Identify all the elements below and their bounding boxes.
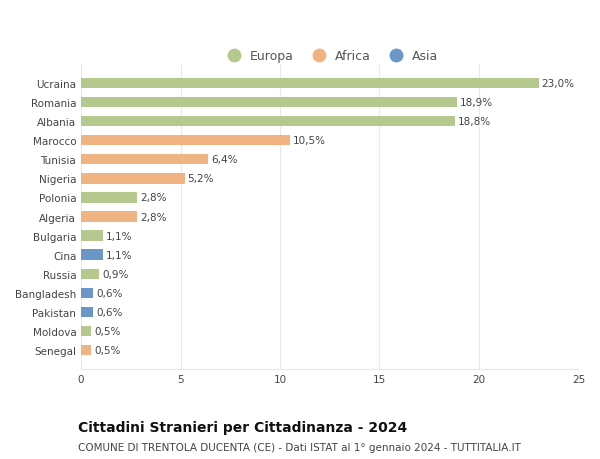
- Text: 0,5%: 0,5%: [94, 346, 121, 355]
- Text: 18,9%: 18,9%: [460, 98, 493, 108]
- Text: 2,8%: 2,8%: [140, 193, 166, 203]
- Bar: [81, 345, 91, 356]
- Bar: [81, 174, 185, 184]
- Legend: Europa, Africa, Asia: Europa, Africa, Asia: [217, 46, 442, 67]
- Text: 18,8%: 18,8%: [458, 117, 491, 127]
- Bar: [81, 97, 457, 108]
- Text: 0,5%: 0,5%: [94, 326, 121, 336]
- Text: 0,6%: 0,6%: [96, 308, 122, 317]
- Text: COMUNE DI TRENTOLA DUCENTA (CE) - Dati ISTAT al 1° gennaio 2024 - TUTTITALIA.IT: COMUNE DI TRENTOLA DUCENTA (CE) - Dati I…: [78, 442, 521, 452]
- Text: 5,2%: 5,2%: [188, 174, 214, 184]
- Bar: [81, 269, 99, 280]
- Bar: [81, 193, 137, 203]
- Bar: [81, 307, 93, 318]
- Bar: [81, 117, 455, 127]
- Text: 1,1%: 1,1%: [106, 250, 133, 260]
- Bar: [81, 250, 103, 260]
- Text: 0,6%: 0,6%: [96, 288, 122, 298]
- Bar: [81, 231, 103, 241]
- Bar: [81, 288, 93, 298]
- Text: 1,1%: 1,1%: [106, 231, 133, 241]
- Text: 6,4%: 6,4%: [211, 155, 238, 165]
- Text: 2,8%: 2,8%: [140, 212, 166, 222]
- Text: Cittadini Stranieri per Cittadinanza - 2024: Cittadini Stranieri per Cittadinanza - 2…: [78, 420, 407, 434]
- Bar: [81, 212, 137, 222]
- Bar: [81, 78, 539, 89]
- Text: 10,5%: 10,5%: [293, 136, 326, 146]
- Bar: [81, 326, 91, 336]
- Text: 23,0%: 23,0%: [542, 78, 575, 89]
- Text: 0,9%: 0,9%: [102, 269, 128, 279]
- Bar: [81, 155, 208, 165]
- Bar: [81, 135, 290, 146]
